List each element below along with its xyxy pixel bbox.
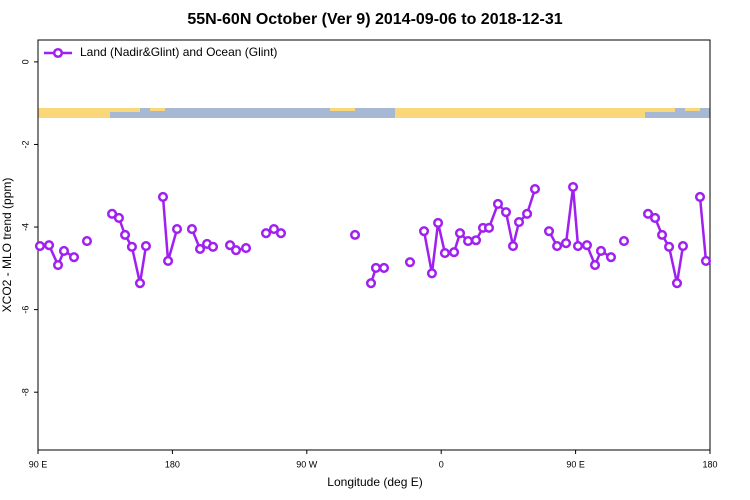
point — [595, 245, 607, 257]
point — [207, 241, 219, 252]
point — [552, 240, 563, 252]
x-tick-label: 180 — [702, 459, 717, 469]
map-land — [110, 108, 140, 112]
x-tick-label: 90 W — [296, 459, 318, 469]
point — [370, 262, 381, 273]
point — [507, 240, 519, 252]
plot-frame — [37, 39, 711, 451]
map-strip — [38, 108, 710, 118]
map-land — [330, 108, 355, 111]
point — [275, 228, 287, 239]
point — [365, 278, 377, 289]
legend-marker — [52, 47, 64, 59]
point — [171, 224, 183, 235]
x-tick-label: 90 E — [29, 459, 48, 469]
point — [543, 226, 555, 237]
point — [268, 224, 279, 235]
map-land — [685, 108, 700, 111]
map-land — [395, 108, 645, 118]
point — [589, 259, 601, 271]
point — [572, 240, 584, 252]
point — [404, 257, 416, 268]
point — [700, 255, 712, 266]
point — [649, 212, 661, 224]
point — [240, 243, 252, 254]
x-axis-label: Longitude (deg E) — [327, 475, 422, 489]
x-tick-label: 0 — [439, 459, 444, 469]
point — [618, 236, 630, 247]
point — [140, 240, 152, 252]
point — [439, 248, 450, 259]
point — [560, 238, 572, 249]
legend-label: Land (Nadir&Glint) and Ocean (Glint) — [80, 45, 277, 59]
point — [120, 229, 131, 240]
point — [134, 278, 146, 289]
y-tick-label: -4 — [20, 223, 30, 231]
point — [568, 181, 579, 193]
point — [230, 245, 242, 256]
map-ocean — [38, 108, 710, 118]
point — [605, 252, 617, 263]
x-tick-label: 180 — [165, 459, 180, 469]
point — [671, 278, 683, 289]
point — [68, 252, 80, 263]
point — [418, 226, 430, 237]
y-tick-label: 0 — [20, 59, 30, 64]
point — [34, 240, 45, 252]
point — [492, 198, 503, 209]
map-land — [645, 108, 675, 112]
point — [224, 240, 236, 251]
point — [581, 240, 592, 251]
point — [642, 208, 654, 219]
point — [157, 191, 169, 202]
point — [58, 245, 70, 257]
point — [426, 268, 437, 279]
x-tick-label: 90 E — [566, 459, 585, 469]
point — [107, 208, 118, 219]
point — [529, 184, 541, 195]
point — [126, 241, 137, 252]
point — [163, 255, 174, 266]
point — [694, 191, 706, 202]
point — [513, 217, 525, 228]
y-tick-label: -6 — [20, 306, 30, 314]
point — [448, 247, 460, 258]
point — [483, 222, 495, 233]
chart-title: 55N-60N October (Ver 9) 2014-09-06 to 20… — [187, 11, 562, 28]
point — [433, 217, 444, 228]
point — [470, 235, 482, 246]
point — [81, 236, 93, 247]
point — [186, 224, 198, 235]
point — [194, 243, 206, 254]
y-axis-label: XCO2 - MLO trend (ppm) — [0, 178, 14, 313]
point — [664, 241, 675, 252]
point — [463, 236, 474, 247]
map-land — [150, 108, 165, 111]
point — [260, 228, 272, 239]
map-land — [38, 108, 110, 118]
point — [454, 228, 466, 239]
point — [657, 229, 668, 240]
point — [52, 259, 64, 271]
y-tick-label: -2 — [20, 140, 30, 148]
y-tick-label: -8 — [20, 388, 30, 396]
point — [677, 240, 689, 252]
point — [349, 229, 361, 240]
point — [113, 212, 124, 224]
point — [500, 207, 512, 218]
point — [378, 262, 390, 273]
point — [522, 208, 533, 219]
point — [44, 240, 55, 251]
